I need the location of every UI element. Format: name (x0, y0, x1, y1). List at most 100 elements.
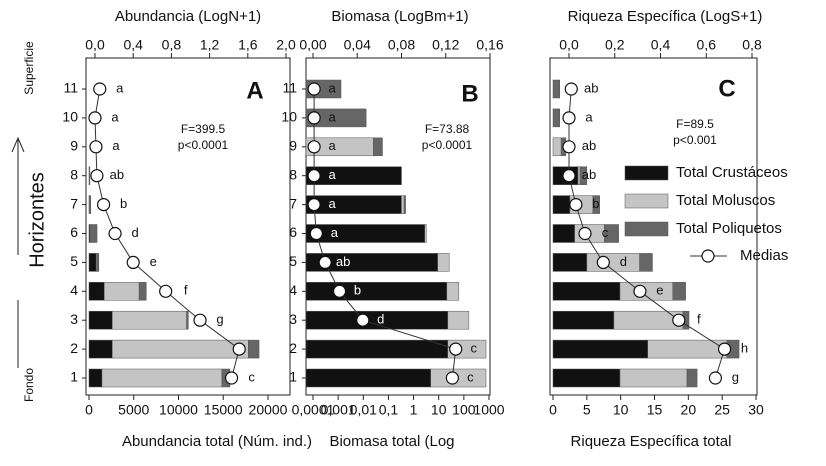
group-letter: c (602, 225, 609, 240)
x-tick-label: 0 (85, 402, 93, 418)
x-axis-label: Riqueza Específica total (571, 433, 732, 450)
bar-segment (305, 224, 426, 243)
mean-point (562, 111, 576, 125)
y-tick-label: 8 (70, 166, 78, 182)
x-tick-label: 100 (452, 402, 476, 418)
y-tick-label: 11 (63, 80, 78, 96)
mean-point (307, 111, 321, 125)
x2-tick-label: 2,0 (276, 37, 296, 53)
mean-point (708, 371, 723, 385)
x2-tick-label: 0,16 (476, 37, 503, 53)
group-letter: d (131, 225, 138, 240)
y-tick-label: 2 (289, 340, 297, 356)
x2-tick-label: 0,00 (299, 37, 326, 53)
mean-point (193, 313, 207, 327)
group-letter: ab (336, 254, 350, 269)
stat-text: F=73.88 (425, 122, 470, 136)
group-letter: a (328, 167, 336, 182)
x-tick-label: 5000 (118, 402, 149, 418)
y-axis-label: Horizontes (26, 172, 48, 268)
bar-segment (552, 253, 588, 272)
mean-point (562, 140, 576, 154)
plot-frame (549, 57, 758, 396)
mean-point (307, 169, 321, 183)
x2-tick-label: 1,2 (200, 37, 220, 53)
bar-segment (424, 224, 427, 243)
group-letter: a (328, 109, 336, 124)
x2-tick-label: 1,6 (238, 37, 258, 53)
group-letter: g (732, 369, 739, 384)
mean-point (633, 284, 647, 298)
x2-tick-label: 0,2 (605, 37, 625, 53)
legend-swatch (624, 221, 669, 237)
bar-segment (586, 253, 640, 272)
bar-segment (592, 195, 600, 214)
group-letter: c (470, 341, 477, 356)
bottom-end-label: Fondo (22, 368, 36, 402)
y-tick-label: 11 (282, 80, 297, 96)
mean-point (318, 255, 332, 269)
x-tick-label: 30 (748, 402, 764, 418)
bar-segment (112, 339, 249, 359)
x2-tick-label: 0,8 (162, 37, 182, 53)
bar-segment (305, 339, 449, 359)
x-tick-label: 10 (613, 402, 629, 418)
y-tick-label: 4 (70, 282, 78, 298)
legend-label: Total Crustáceos (676, 164, 788, 181)
panel-letter: C (718, 75, 735, 102)
x-tick-label: 20 (681, 402, 697, 418)
mean-point (108, 226, 122, 241)
x-tick-label: 1 (410, 402, 418, 418)
panel-title: Riqueza Específica (LogS+1) (568, 8, 763, 25)
group-letter: d (620, 254, 627, 269)
x2-tick-label: 0,4 (651, 37, 671, 53)
bar-segment (186, 310, 189, 330)
x2-tick-label: 0,0 (559, 37, 579, 53)
panel-letter: A (246, 77, 263, 104)
x-tick-label: 0,0001 (292, 402, 335, 418)
bar-segment (619, 368, 688, 388)
bar-segment (672, 282, 686, 301)
y-tick-label: 3 (289, 311, 297, 327)
group-letter: ab (582, 138, 596, 153)
x-tick-label: 10000 (159, 402, 198, 418)
mean-point (562, 169, 576, 183)
mean-point (89, 140, 103, 154)
x-tick-label: 5 (583, 402, 591, 418)
arrow-head (11, 136, 25, 153)
bar-segment (88, 282, 105, 301)
y-tick-label: 9 (289, 138, 297, 154)
panel-title: Biomasa (LogBm+1) (331, 8, 468, 25)
mean-point (307, 140, 321, 154)
group-letter: ab (110, 167, 124, 182)
x2-tick-label: 0,0 (85, 37, 105, 53)
mean-point (159, 284, 173, 298)
bar-segment (101, 368, 223, 388)
y-tick-label: 6 (289, 224, 297, 240)
group-letter: f (184, 283, 188, 298)
group-letter: a (585, 109, 593, 124)
group-letter: a (328, 80, 336, 95)
mean-point (596, 255, 610, 269)
y-tick-label: 8 (289, 166, 297, 182)
top-end-label: Superficie (22, 41, 36, 95)
x-tick-label: 20000 (249, 402, 288, 418)
bar-segment (305, 166, 402, 185)
x2-tick-label: 0,8 (742, 37, 762, 53)
bar-segment (552, 195, 571, 214)
mean-point (445, 371, 459, 385)
mean-point (224, 371, 239, 385)
y-tick-label: 6 (70, 224, 78, 240)
bar-segment (373, 137, 383, 157)
bar-segment (552, 339, 648, 359)
bar-segment (552, 108, 561, 128)
group-letter: g (216, 312, 223, 327)
bar-segment (446, 282, 460, 301)
x2-tick-label: 0,12 (432, 37, 459, 53)
legend-swatch (624, 193, 669, 209)
mean-point (96, 198, 111, 212)
group-letter: b (120, 196, 127, 211)
group-letter: a (331, 225, 339, 240)
bar-segment (604, 224, 619, 243)
